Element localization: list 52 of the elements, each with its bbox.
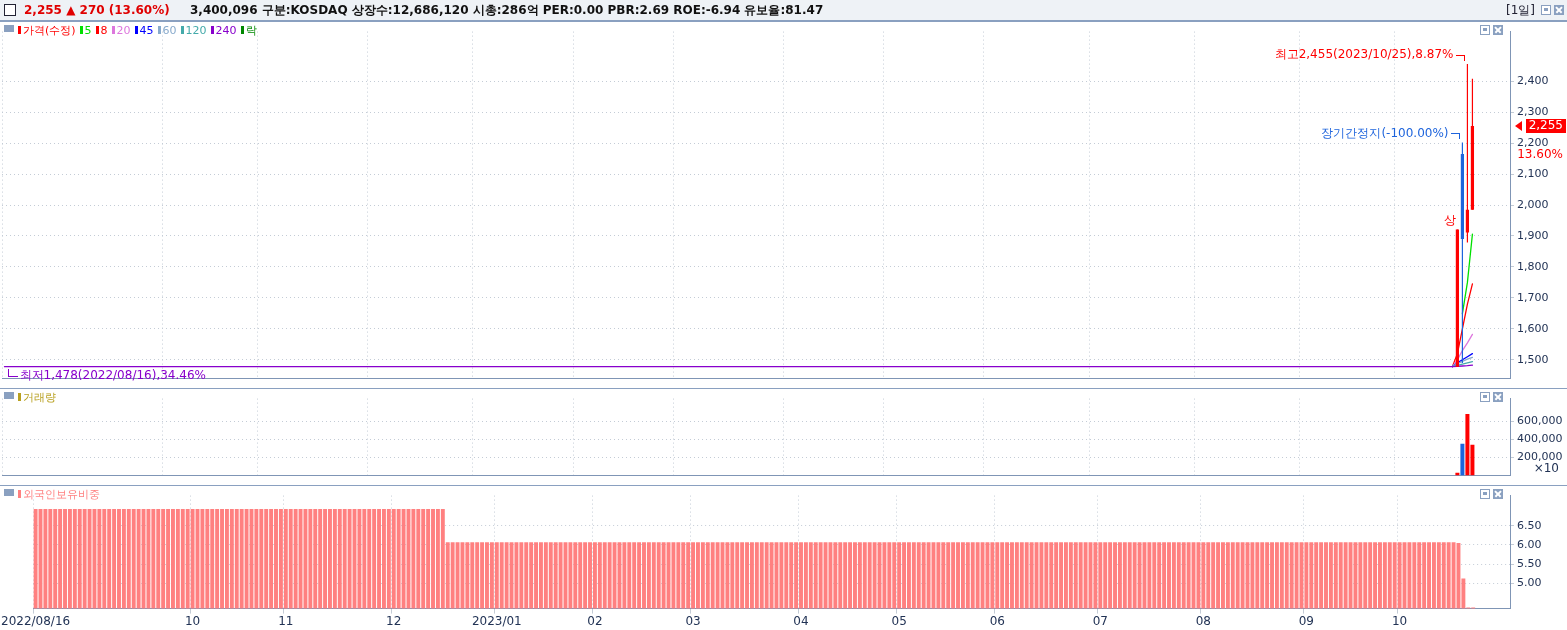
y-tick-label: 5.50	[1517, 557, 1542, 571]
x-tick-label: 04	[793, 613, 809, 628]
text: 2,255	[1528, 118, 1563, 133]
y-tick-label: 6.50	[1517, 518, 1542, 532]
y-tick-label: 400,000	[1517, 432, 1563, 446]
annotation: 락	[245, 24, 257, 37]
y-tick-label: 1,700	[1517, 290, 1549, 304]
annotation: 장기간정지(-100.00%)	[1321, 125, 1449, 140]
text: 2,255 ▲ 270 (13.60%)	[24, 2, 170, 19]
y-tick-label: 2,000	[1517, 197, 1549, 211]
text: 거래량	[23, 391, 56, 404]
y-tick-label: 2,100	[1517, 166, 1549, 180]
legend-label: 외국인보유비중	[23, 488, 100, 501]
annotation: 최저1,478(2022/08/16),34.46%	[19, 367, 206, 382]
x-tick-label: 2023/01	[471, 613, 522, 628]
legend-label: 20	[116, 24, 131, 37]
legend-label: 45	[139, 24, 154, 37]
y-tick-label: 5.00	[1517, 576, 1542, 590]
x-tick-label: 06	[989, 613, 1005, 628]
x-tick-label: 02	[587, 613, 603, 628]
annotation: 상	[1443, 212, 1456, 227]
x-tick-label: 10	[184, 613, 201, 628]
x-tick-label: 05	[891, 613, 907, 628]
legend-label: 240	[215, 24, 237, 37]
x-tick-label: 09	[1298, 613, 1315, 628]
y-tick-label: 1,900	[1517, 228, 1549, 242]
x-tick-label: 03	[685, 613, 701, 628]
legend-label: 가격(수정)	[23, 24, 76, 37]
x-tick-label: 12	[386, 613, 402, 628]
y-tick-label: 1,500	[1517, 352, 1549, 366]
bar	[1465, 413, 1470, 476]
bar	[1460, 443, 1465, 476]
text: 13.60%	[1517, 147, 1563, 162]
legend-label: 60	[162, 24, 177, 37]
y-tick-label: 600,000	[1517, 414, 1563, 428]
text: [1일]	[1506, 2, 1535, 19]
x-tick-label: 10	[1391, 613, 1408, 628]
legend-label: 5	[84, 24, 92, 37]
annotation: 최고2,455(2023/10/25),8.87%	[1274, 47, 1454, 62]
y-tick-label: 2,300	[1517, 104, 1549, 118]
x-tick-label: 08	[1195, 613, 1211, 628]
text: 3,400,096 구분:KOSDAQ 상장수:12,686,120 시총:286억 PER:0.00 PBR:2.69 ROE:-6.94 유보율:81.47	[190, 2, 824, 19]
y-tick-label: 1,600	[1517, 321, 1549, 335]
x-tick-label: 11	[278, 613, 294, 628]
y-tick-label: 2,200	[1517, 135, 1549, 149]
x-tick-label: 07	[1092, 613, 1108, 628]
y-tick-label: 2,400	[1517, 74, 1549, 87]
legend-label: 120	[185, 24, 207, 37]
legend-label: 8	[100, 24, 108, 37]
y-tick-label: 6.00	[1517, 537, 1542, 551]
y-tick-label: 1,800	[1517, 259, 1549, 273]
x-tick-label: 2022/08/16	[1, 613, 71, 628]
